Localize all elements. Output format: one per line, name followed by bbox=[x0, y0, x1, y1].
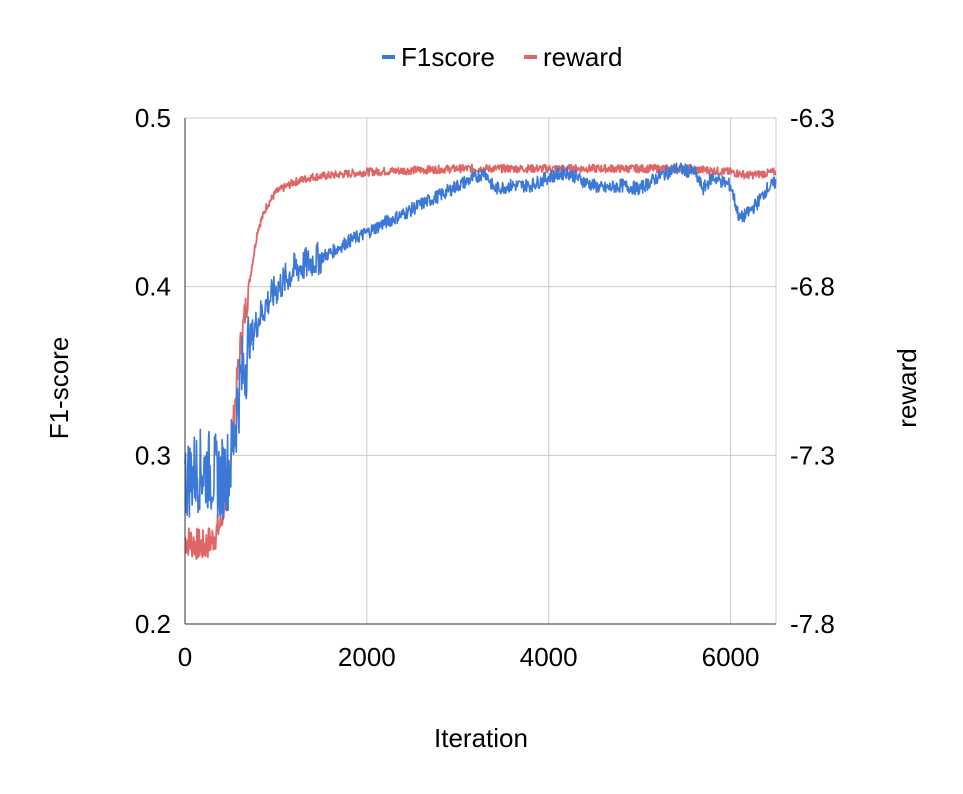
y2-tick-label: -6.8 bbox=[790, 272, 835, 302]
y2-tick-label: -6.3 bbox=[790, 103, 835, 133]
tick-labels: 0 2000 4000 6000 0.2 0.3 0.4 0.5 -7.8 -7.3 -6.8 -6.… bbox=[135, 103, 835, 672]
series-line-reward bbox=[184, 163, 777, 560]
series-line-f1score bbox=[184, 162, 777, 521]
series-lines bbox=[184, 162, 777, 560]
y-tick-label: 0.5 bbox=[135, 103, 171, 133]
y2-tick-label: -7.8 bbox=[790, 609, 835, 639]
legend-label-f1score: F1score bbox=[401, 42, 495, 72]
axes bbox=[184, 118, 776, 625]
x-tick-label: 4000 bbox=[520, 642, 578, 672]
x-axis-title: Iteration bbox=[434, 723, 528, 753]
y-tick-label: 0.4 bbox=[135, 272, 171, 302]
x-tick-label: 0 bbox=[178, 642, 192, 672]
y-axis-title: F1-score bbox=[44, 337, 74, 440]
legend: F1score reward bbox=[382, 42, 622, 72]
legend-label-reward: reward bbox=[543, 42, 622, 72]
y2-axis-title: reward bbox=[892, 348, 922, 427]
grid-lines bbox=[185, 117, 777, 624]
y2-tick-label: -7.3 bbox=[790, 440, 835, 470]
y-tick-label: 0.2 bbox=[135, 609, 171, 639]
x-tick-label: 6000 bbox=[702, 642, 760, 672]
y-tick-label: 0.3 bbox=[135, 440, 171, 470]
x-tick-label: 2000 bbox=[338, 642, 396, 672]
